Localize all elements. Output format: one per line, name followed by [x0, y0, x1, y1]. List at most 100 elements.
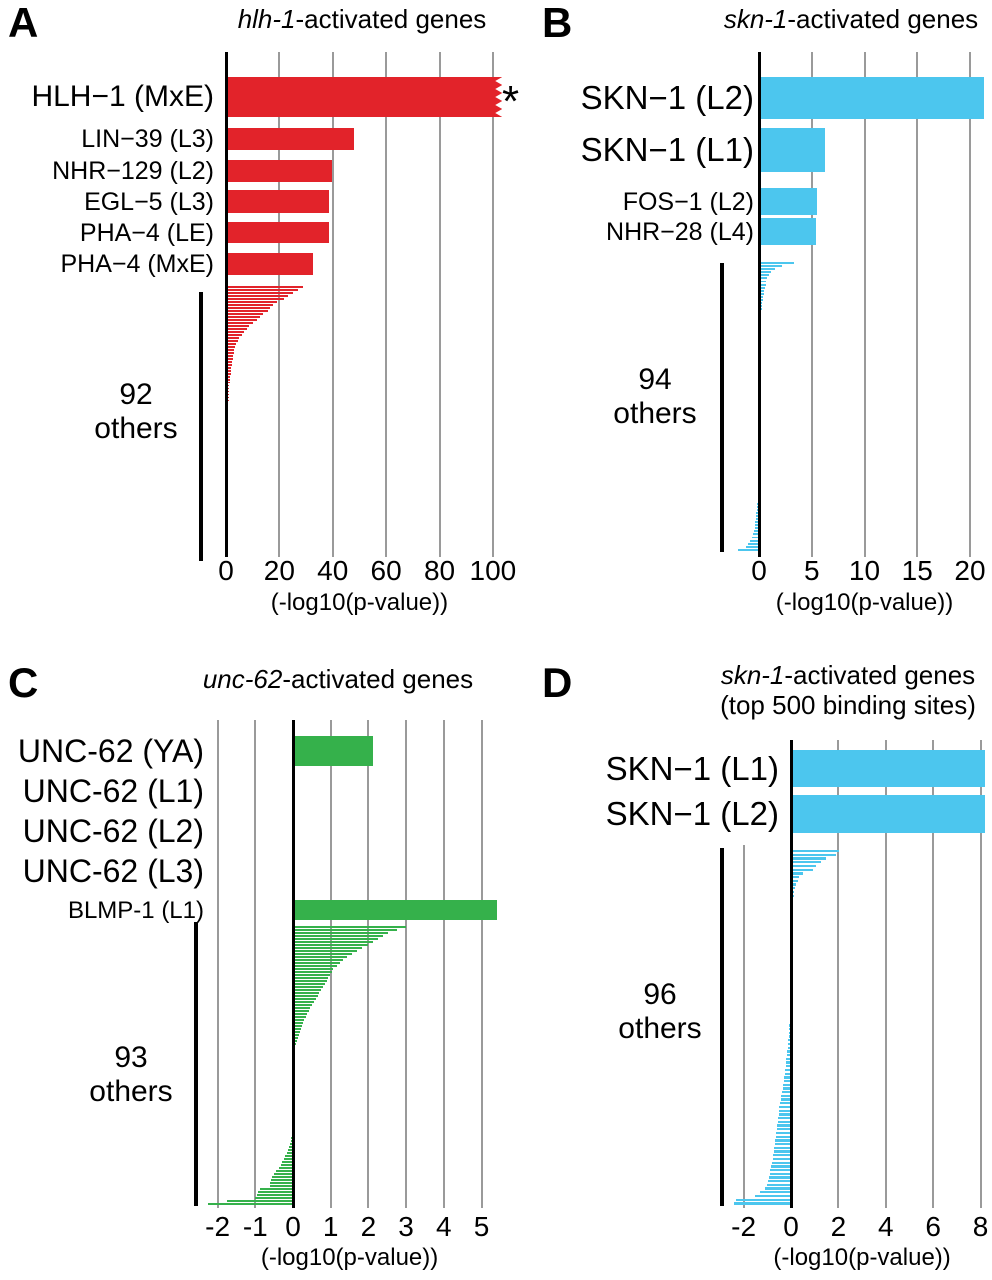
bar — [759, 128, 826, 172]
others-bar — [226, 339, 238, 342]
others-bar — [791, 887, 796, 890]
bar-label: NHR−28 (L4) — [606, 217, 754, 246]
bar — [759, 218, 816, 245]
others-bar — [226, 342, 237, 345]
tick-label: 4 — [436, 1211, 452, 1242]
bar-label: UNC-62 (L3) — [22, 852, 204, 889]
others-bar — [293, 968, 333, 970]
others-bar — [226, 297, 285, 300]
others-bar — [755, 518, 759, 520]
tick-label: 2 — [830, 1211, 847, 1242]
others-bar — [293, 1001, 314, 1004]
others-bar — [293, 1019, 305, 1022]
bar-label: NHR−129 (L2) — [52, 157, 214, 185]
others-bar — [293, 992, 320, 995]
others-bar — [773, 1154, 791, 1157]
panel-title-gene: skn-1 — [723, 4, 788, 34]
others-bar — [779, 1105, 791, 1109]
others-bar — [271, 1178, 293, 1181]
others-bar — [781, 1094, 791, 1098]
panel-letter: D — [542, 659, 573, 706]
grid-line — [367, 720, 370, 1208]
others-bar — [768, 1176, 791, 1179]
tick-label: 10 — [848, 555, 881, 586]
others-bar — [288, 1148, 293, 1151]
others-bar — [208, 1202, 293, 1205]
others-bar — [293, 1034, 299, 1037]
grid-line — [331, 52, 334, 557]
others-bar — [226, 381, 230, 384]
others-bar — [769, 1172, 791, 1175]
panel-title: skn-1-activated genes — [651, 4, 992, 34]
grid-line — [884, 740, 887, 1208]
others-bar — [782, 1087, 791, 1090]
others-word: others — [94, 412, 178, 445]
others-bar — [226, 309, 268, 312]
others-bar — [760, 1191, 791, 1194]
zero-axis-line — [291, 720, 295, 1208]
others-bar — [753, 533, 759, 536]
others-bar — [759, 299, 763, 301]
tick-label: -2 — [731, 1211, 757, 1242]
grid-line — [979, 740, 982, 1208]
others-bar — [783, 1079, 791, 1083]
others-bar — [293, 989, 322, 992]
bar-label: SKN−1 (L2) — [580, 79, 754, 116]
others-bar — [226, 384, 230, 387]
others-bar — [771, 1161, 791, 1164]
others-bar — [226, 300, 278, 303]
others-bar — [293, 1004, 312, 1007]
others-bar — [293, 947, 362, 949]
others-bar — [278, 1166, 293, 1169]
others-bar — [752, 536, 759, 539]
bar-label: PHA−4 (LE) — [79, 218, 214, 247]
others-bar — [791, 864, 816, 868]
others-bar — [289, 1145, 293, 1148]
others-bar — [755, 521, 759, 524]
others-bar — [226, 369, 231, 372]
bar — [791, 750, 986, 787]
others-bar — [293, 986, 324, 989]
others-bar — [764, 1187, 791, 1190]
zero-axis-line — [757, 52, 761, 557]
panel-title-gene: unc-62 — [202, 664, 283, 694]
others-bar — [272, 1175, 293, 1178]
bar-label: HLH−1 (MxE) — [31, 80, 214, 113]
grid-line — [810, 52, 813, 557]
others-label: 93 others — [31, 1041, 231, 1109]
others-bar — [293, 962, 341, 964]
others-bar — [282, 1160, 293, 1163]
others-bar — [772, 1157, 791, 1161]
others-bar — [293, 1010, 309, 1013]
others-bar — [759, 271, 772, 274]
others-bar — [226, 372, 231, 375]
others-bar — [293, 1022, 304, 1025]
others-bar — [759, 274, 769, 277]
panel-letter: B — [542, 0, 573, 46]
others-bar — [754, 530, 759, 533]
tick-label: -2 — [205, 1211, 231, 1242]
tick-label: 0 — [783, 1211, 799, 1242]
others-bar — [791, 857, 827, 860]
others-bar — [750, 539, 759, 542]
others-bar — [289, 1142, 293, 1145]
bar — [226, 77, 502, 117]
others-bar — [226, 336, 240, 339]
others-bar — [759, 277, 768, 280]
others-bar — [773, 1150, 791, 1153]
others-bar — [755, 1194, 791, 1198]
grid-line — [916, 52, 919, 557]
bar — [791, 795, 986, 833]
grid-line — [742, 845, 745, 1208]
others-bar — [280, 1163, 293, 1166]
others-bar — [775, 1139, 791, 1142]
others-bar — [777, 1124, 791, 1127]
others-label: 92 others — [36, 378, 236, 446]
others-bar — [779, 1109, 791, 1112]
others-bar — [780, 1098, 791, 1101]
grid-line — [385, 52, 388, 557]
others-bracket — [720, 263, 724, 552]
panel-title-rest: -activated genes — [282, 664, 474, 694]
others-bar — [226, 351, 234, 354]
